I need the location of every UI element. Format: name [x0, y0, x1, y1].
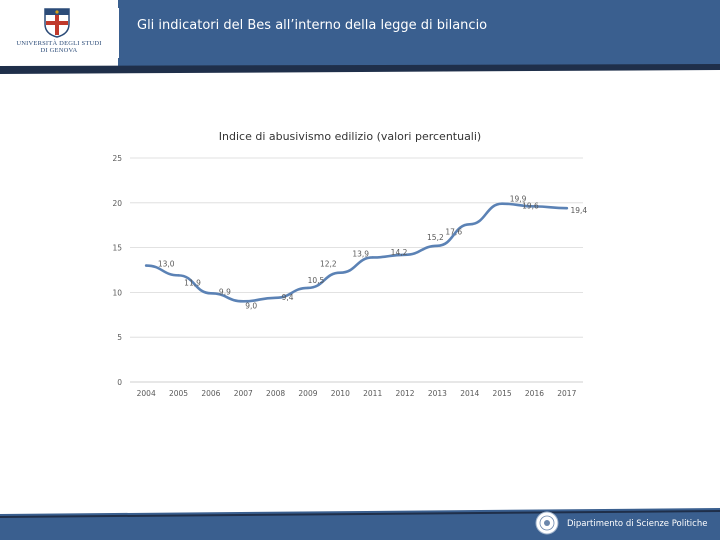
x-tick-label: 2006: [201, 389, 220, 398]
y-tick-label: 25: [112, 154, 122, 163]
data-point: [209, 292, 213, 295]
x-tick-label: 2017: [557, 389, 576, 398]
data-label: 10,5: [308, 276, 325, 285]
slide-title: Gli indicatori del Bes all’interno della…: [137, 18, 488, 33]
data-point: [403, 253, 407, 256]
data-point: [306, 286, 310, 290]
header-divider: [118, 8, 119, 58]
data-point: [533, 205, 536, 208]
data-label: 12,2: [320, 260, 337, 269]
data-label: 9,0: [245, 301, 257, 310]
y-tick-label: 10: [112, 288, 122, 297]
x-tick-label: 2005: [169, 389, 188, 398]
x-tick-label: 2011: [363, 389, 382, 398]
university-name: UNIVERSITÀ DEGLI STUDI DI GENOVA: [6, 40, 112, 54]
x-tick-label: 2013: [428, 389, 447, 398]
data-label: 13,9: [352, 249, 369, 258]
data-point: [177, 274, 180, 277]
data-label: 14,2: [391, 248, 408, 257]
data-label: 19,4: [570, 206, 587, 215]
chart-title: Indice di abusivismo edilizio (valori pe…: [218, 130, 482, 143]
series-line: [144, 202, 569, 303]
x-tick-label: 2015: [493, 389, 512, 398]
data-point: [468, 223, 471, 226]
data-point: [500, 202, 504, 205]
data-point: [565, 206, 569, 210]
data-point: [436, 244, 439, 248]
department-seal-icon: [535, 511, 559, 535]
department-name: Dipartimento di Scienze Politiche: [567, 519, 708, 529]
university-crest-icon: [44, 8, 70, 38]
y-tick-label: 15: [112, 244, 122, 253]
data-label: 19,6: [522, 201, 539, 210]
x-tick-label: 2014: [460, 389, 479, 398]
x-tick-label: 2009: [298, 389, 317, 398]
y-tick-label: 5: [117, 333, 122, 342]
data-label: 15,2: [427, 233, 444, 242]
x-tick-label: 2007: [234, 389, 253, 398]
x-tick-label: 2008: [266, 389, 285, 398]
x-tick-label: 2012: [395, 389, 414, 398]
university-name-line2: DI GENOVA: [40, 47, 78, 54]
data-point: [371, 256, 374, 259]
x-tick-label: 2004: [137, 389, 156, 398]
university-logo: UNIVERSITÀ DEGLI STUDI DI GENOVA: [0, 0, 118, 68]
data-label: 17,6: [445, 227, 462, 236]
data-point: [242, 300, 245, 303]
data-label: 13,0: [158, 260, 175, 269]
y-tick-label: 20: [112, 199, 122, 208]
university-name-line1: UNIVERSITÀ DEGLI STUDI: [16, 40, 102, 47]
y-tick-label: 0: [117, 378, 122, 387]
data-point: [274, 296, 277, 299]
header-stripe: [0, 64, 720, 74]
header-bar: [0, 0, 720, 68]
data-label: 9,4: [282, 293, 294, 302]
data-label: 11,9: [184, 278, 201, 287]
data-point: [339, 271, 342, 274]
x-tick-label: 2016: [525, 389, 544, 398]
data-point: [144, 264, 148, 267]
data-label: 19,9: [510, 195, 527, 204]
data-label: 9,9: [219, 287, 231, 296]
x-tick-label: 2010: [331, 389, 350, 398]
